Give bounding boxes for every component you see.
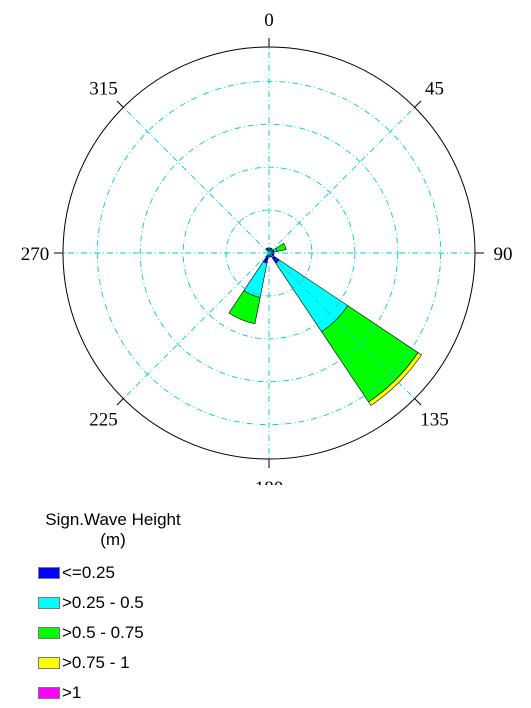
direction-tick [116,398,124,406]
direction-label: 315 [89,79,118,100]
legend: Sign.Wave Height (m) <=0.25 >0.25 - 0.5 … [38,510,238,708]
sector-segment [368,352,422,406]
legend-swatch [38,627,60,639]
sector-segment [228,290,261,325]
sector-segment [275,242,287,252]
grid-ring [139,123,399,383]
direction-label: 135 [420,409,449,430]
sector-segment [243,261,268,298]
direction-label: 45 [425,79,444,100]
direction-label: 270 [21,244,50,265]
legend-item: >0.5 - 0.75 [38,618,238,648]
legend-item: >1 [38,678,238,708]
direction-tick [116,100,124,108]
direction-tick [414,398,422,406]
legend-title: Sign.Wave Height (m) [38,510,188,550]
direction-label: 225 [89,409,118,430]
legend-label: >0.5 - 0.75 [62,623,144,642]
legend-label: >0.25 - 0.5 [62,593,144,612]
grid-spoke [123,252,270,399]
legend-label: >0.75 - 1 [62,653,130,672]
legend-item: >0.75 - 1 [38,648,238,678]
direction-label: 90 [494,244,513,265]
direction-tick [414,100,422,108]
legend-swatch [38,657,60,669]
direction-label: 180 [255,478,284,485]
legend-title-line1: Sign.Wave Height [45,510,181,529]
legend-title-line2: (m) [100,530,126,549]
legend-swatch [38,597,60,609]
legend-label: <=0.25 [62,563,115,582]
legend-swatch [38,567,60,579]
direction-label: 0 [264,10,274,31]
grid-ring [182,166,356,340]
legend-item: >0.25 - 0.5 [38,588,238,618]
grid-spoke [268,252,415,399]
grid-layer [62,46,476,460]
sector-segment [262,252,270,264]
direction-label-layer: 0 45 90 135 180 225 270 315 [21,10,513,485]
wave-rose-chart: 0 45 90 135 180 225 270 315 [21,10,513,485]
legend-item: <=0.25 [38,558,238,588]
grid-spoke [268,107,415,254]
legend-swatch [38,687,60,699]
legend-label: >1 [62,683,82,702]
grid-spoke [123,107,270,254]
